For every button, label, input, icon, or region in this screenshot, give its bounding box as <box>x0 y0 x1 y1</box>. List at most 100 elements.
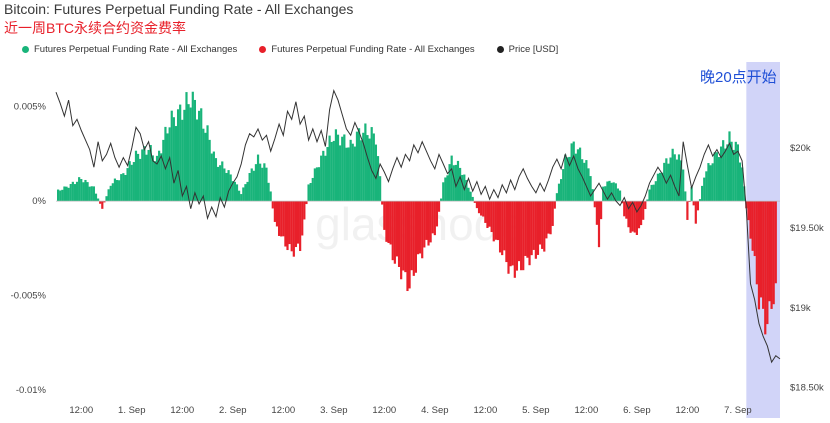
funding-bar-negative <box>631 201 634 232</box>
funding-bar-positive <box>450 155 453 202</box>
funding-bar-positive <box>719 146 723 202</box>
funding-bar-negative <box>532 201 535 250</box>
x-tick-label: 1. Sep <box>118 405 145 416</box>
funding-bar-negative <box>505 201 508 263</box>
funding-bar-negative <box>762 201 765 309</box>
funding-bar-negative <box>524 201 527 256</box>
funding-bar-positive <box>153 161 157 202</box>
funding-bar-positive <box>128 161 131 202</box>
funding-bar-negative <box>597 201 601 248</box>
funding-bar-positive <box>198 110 201 202</box>
funding-bar-positive <box>320 155 323 202</box>
funding-bar-positive <box>614 183 617 202</box>
funding-bar-positive <box>341 136 344 202</box>
funding-bar-positive <box>216 166 220 202</box>
y-right-tick-label: $19k <box>790 303 811 314</box>
funding-bar-negative <box>400 201 403 280</box>
funding-bar-negative <box>280 201 283 237</box>
funding-bar-negative <box>397 201 401 267</box>
funding-bar-negative <box>642 201 645 220</box>
funding-bar-positive <box>677 154 681 202</box>
funding-bar-negative <box>385 201 388 242</box>
funding-bar-negative <box>509 201 512 267</box>
funding-bar-negative <box>498 201 502 253</box>
funding-bar-positive <box>149 145 152 202</box>
funding-bar-positive <box>109 185 112 202</box>
funding-bar-positive <box>96 198 100 202</box>
funding-bar-negative <box>277 201 281 236</box>
funding-bar-positive <box>442 182 445 202</box>
funding-bar-positive <box>330 141 333 202</box>
funding-bar-positive <box>572 141 575 202</box>
legend-label: Futures Perpetual Funding Rate - All Exc… <box>271 44 475 55</box>
funding-bar-positive <box>147 149 150 202</box>
funding-bar-positive <box>221 161 224 202</box>
funding-bar-negative <box>520 201 523 271</box>
funding-bar-positive <box>204 132 207 202</box>
legend-item-price[interactable]: Price [USD] <box>496 44 559 55</box>
funding-bar-positive <box>191 91 194 202</box>
funding-bar-negative <box>425 201 428 240</box>
funding-bar-negative <box>545 201 548 239</box>
funding-bar-negative <box>625 201 628 219</box>
funding-bar-negative <box>501 201 504 256</box>
funding-bar-positive <box>82 182 85 202</box>
funding-bar-negative <box>393 201 396 264</box>
funding-bar-positive <box>667 163 670 202</box>
funding-bar-negative <box>753 201 756 257</box>
funding-bar-positive <box>86 182 89 202</box>
funding-bar-negative <box>488 201 491 227</box>
legend-label: Price [USD] <box>508 44 559 55</box>
funding-bar-positive <box>63 186 66 202</box>
funding-bar-positive <box>448 164 451 202</box>
funding-bar-positive <box>250 168 253 202</box>
funding-bar-positive <box>124 174 127 202</box>
legend-item-funding-negative[interactable]: Futures Perpetual Funding Rate - All Exc… <box>259 44 475 55</box>
funding-bar-positive <box>728 131 731 202</box>
funding-bar-negative <box>513 201 516 278</box>
funding-bar-negative <box>423 201 426 248</box>
funding-bar-positive <box>134 150 138 202</box>
funding-bar-positive <box>581 159 584 202</box>
funding-bar-positive <box>461 174 464 202</box>
funding-bar-positive <box>238 190 241 202</box>
funding-bar-positive <box>440 198 443 202</box>
funding-bar-positive <box>187 104 190 202</box>
funding-bar-negative <box>275 201 279 227</box>
funding-bar-negative <box>635 201 638 236</box>
funding-bar-positive <box>130 164 133 202</box>
funding-bar-positive <box>570 143 573 202</box>
funding-bar-negative <box>383 201 386 230</box>
funding-bar-positive <box>339 145 342 202</box>
funding-bar-positive <box>658 172 662 202</box>
funding-bar-negative <box>412 201 415 276</box>
funding-bar-positive <box>311 177 314 202</box>
funding-bar-positive <box>172 117 175 202</box>
funding-bar-positive <box>343 134 346 202</box>
funding-bar-positive <box>84 179 87 202</box>
funding-bar-negative <box>593 201 596 208</box>
y-right-tick-label: $18.50k <box>790 383 824 394</box>
y-right-tick-label: $20k <box>790 143 811 154</box>
chart-legend: Futures Perpetual Funding Rate - All Exc… <box>22 44 558 55</box>
legend-item-funding-positive[interactable]: Futures Perpetual Funding Rate - All Exc… <box>22 44 237 55</box>
funding-bar-positive <box>88 186 91 202</box>
y-right-tick-label: $19.50k <box>790 223 824 234</box>
funding-bar-positive <box>574 153 577 202</box>
funding-bar-positive <box>141 149 144 202</box>
funding-bar-positive <box>181 119 184 202</box>
funding-bar-positive <box>265 167 268 202</box>
x-tick-label: 6. Sep <box>623 405 650 416</box>
y-left-tick-label: 0.005% <box>14 102 47 113</box>
funding-bar-positive <box>263 163 266 202</box>
x-tick-label: 12:00 <box>372 405 396 416</box>
funding-bar-positive <box>602 186 605 202</box>
funding-bar-negative <box>547 201 550 234</box>
funding-bar-positive <box>317 167 321 202</box>
x-tick-label: 12:00 <box>69 405 93 416</box>
funding-bar-positive <box>185 92 188 202</box>
funding-bar-negative <box>473 201 476 203</box>
funding-bar-positive <box>656 173 660 202</box>
funding-bar-positive <box>665 158 668 202</box>
funding-bar-negative <box>391 201 394 261</box>
